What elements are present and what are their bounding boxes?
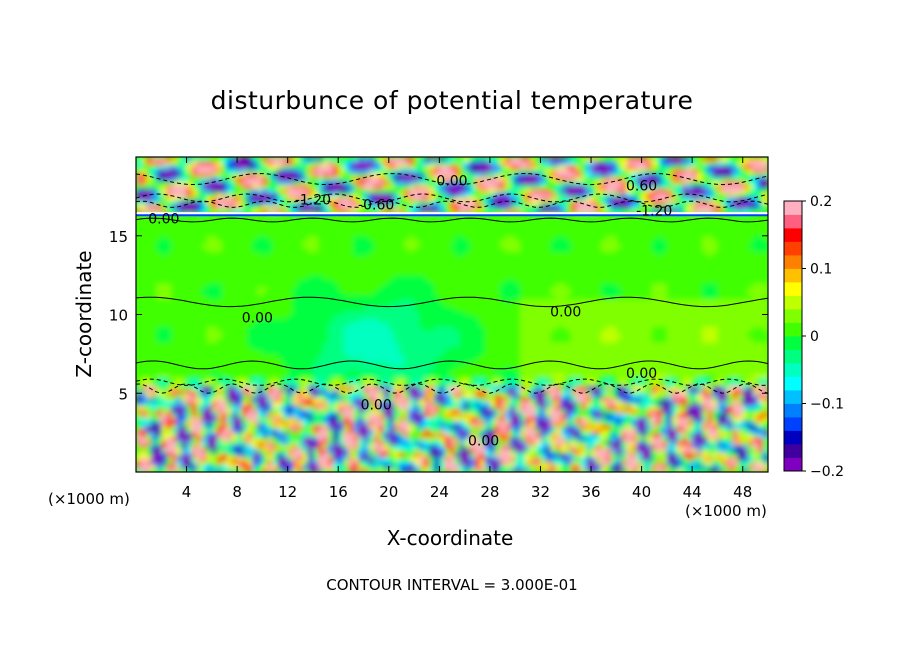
contour-labels: 0.00 0.00 0.00 0.00 0.00 0.00 0.00 -1.20 -0.60 0.…: [148, 174, 672, 450]
x-tick-label: 32: [531, 483, 550, 501]
colorbar-tick-label: −0.2: [810, 464, 844, 480]
y-axis-label: Z-coordinate: [72, 250, 96, 378]
x-tick-label: 8: [232, 483, 242, 501]
colorbar-segment: [784, 444, 802, 458]
contour-label: 0.00: [361, 397, 392, 413]
colorbar-segment: [784, 228, 802, 242]
colorbar-segment: [784, 403, 802, 418]
colorbar-segment: [784, 268, 802, 283]
y-tick-label: 10: [109, 307, 128, 325]
colorbar-segment: [784, 349, 802, 364]
x-tick-label: 40: [632, 483, 651, 501]
colorbar-segment: [784, 322, 802, 337]
colorbar-segment: [784, 282, 802, 296]
contour-interval-note: CONTOUR INTERVAL = 3.000E-01: [326, 576, 578, 594]
contour-lines: [136, 172, 768, 394]
colorbar: 0.2 0.1 0 −0.1 −0.2: [783, 194, 844, 480]
x-unit-left: (×1000 m): [48, 490, 130, 508]
x-tick-label: 28: [480, 483, 499, 501]
contour-label: -0.60: [358, 197, 394, 213]
colorbar-segment: [784, 417, 802, 431]
colorbar-segment: [784, 430, 802, 445]
x-tick-label: 12: [278, 483, 297, 501]
x-tick-label: 24: [430, 483, 449, 501]
potential-temperature-field: [136, 157, 768, 472]
contour-label: 0.00: [436, 174, 467, 190]
x-tick-label: 44: [683, 483, 702, 501]
contour-label: 0.00: [626, 366, 657, 382]
colorbar-tick-label: −0.1: [810, 397, 844, 413]
colorbar-segment: [784, 214, 802, 229]
x-tick-label: 4: [182, 483, 192, 501]
contour-label: 0.00: [550, 304, 581, 320]
colorbar-segment: [784, 309, 802, 323]
colorbar-segment: [784, 255, 802, 269]
colorbar-segment: [784, 376, 802, 391]
x-axis-label: X-coordinate: [386, 526, 514, 550]
y-axis: 5 10 15: [109, 228, 768, 403]
colorbar-segment: [784, 201, 802, 215]
contour-label: 0.00: [468, 434, 499, 450]
x-tick-label: 36: [581, 483, 600, 501]
colorbar-tick-label: 0: [810, 329, 819, 345]
chart-title: disturbunce of potential temperature: [210, 86, 694, 115]
contour-label: -1.20: [295, 193, 331, 209]
colorbar-segment: [784, 457, 802, 472]
colorbar-segment: [784, 363, 802, 377]
colorbar-segment: [784, 295, 802, 310]
contour-label: 0.00: [148, 211, 179, 227]
contour-label: 0.60: [626, 178, 657, 194]
colorbar-tick-label: 0.2: [810, 194, 832, 210]
x-tick-label: 20: [379, 483, 398, 501]
y-tick-label: 15: [109, 228, 128, 246]
contour-label: -1.20: [636, 204, 672, 220]
colorbar-segment: [784, 336, 802, 350]
y-tick-label: 5: [118, 385, 128, 403]
x-unit-right: (×1000 m): [685, 502, 767, 520]
x-axis: 4 8 12 16 20 24 28 32 36 40 44 48: [182, 157, 752, 501]
x-tick-label: 48: [733, 483, 752, 501]
colorbar-tick-label: 0.1: [810, 262, 832, 278]
colorbar-segment: [784, 390, 802, 404]
contour-label: 0.00: [242, 311, 273, 327]
colorbar-segment: [784, 241, 802, 256]
x-tick-label: 16: [329, 483, 348, 501]
